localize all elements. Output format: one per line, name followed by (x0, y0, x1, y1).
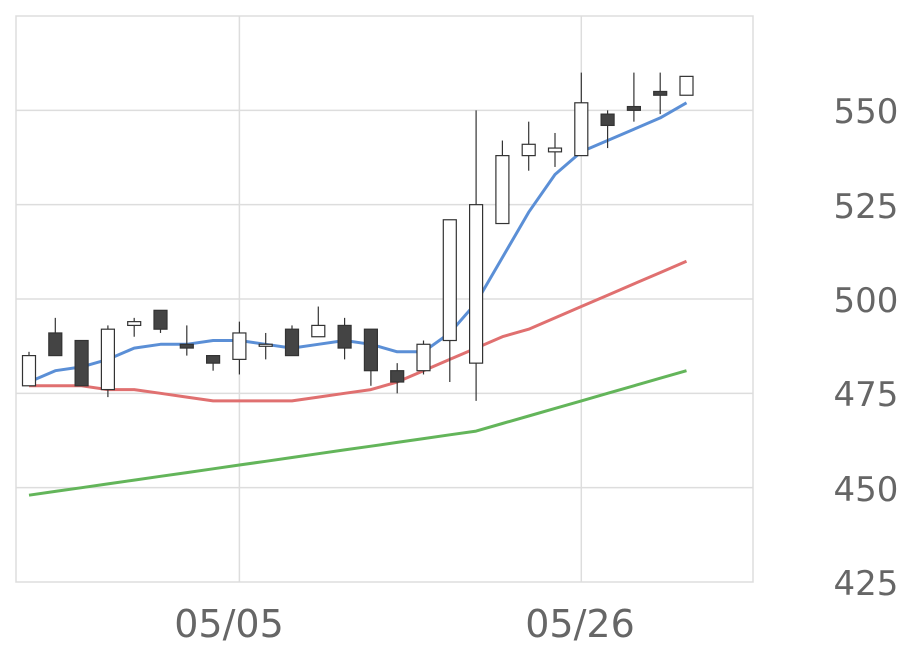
candlestick (547, 132, 563, 167)
candle-body-up (232, 332, 247, 360)
candle-body-down (206, 355, 221, 364)
candlestick (258, 332, 273, 360)
y-tick-label-425: 425 (834, 564, 899, 604)
mid-moving-average-line (29, 259, 688, 403)
y-tick-label-525: 525 (834, 187, 899, 227)
candle-body-down (600, 113, 615, 127)
candlestick (232, 321, 247, 375)
candlestick (679, 75, 694, 96)
candlestick (495, 140, 510, 225)
candlestick (179, 325, 194, 356)
candle-body-up (100, 328, 116, 391)
candle-body-up (21, 355, 37, 387)
candle-body-up (416, 343, 431, 372)
candlestick (442, 219, 457, 383)
candle-body-down (284, 328, 300, 357)
candlestick (284, 325, 300, 357)
candlestick (416, 340, 431, 375)
candle-body-down (626, 105, 642, 111)
candle-body-up (547, 147, 563, 153)
candle-body-up (311, 324, 326, 338)
candlestick (74, 339, 89, 387)
y-tick-label-475: 475 (834, 375, 899, 415)
y-tick-label-450: 450 (834, 470, 899, 510)
candle-body-down (153, 309, 168, 330)
candlestick (469, 110, 484, 401)
candlestick (127, 317, 142, 337)
candle-body-up (127, 321, 142, 327)
candlestick (521, 121, 536, 171)
candlestick (100, 325, 116, 398)
y-tick-label-550: 550 (834, 92, 899, 132)
candle-body-up (574, 102, 589, 157)
candlestick (21, 351, 37, 387)
candle-body-down (179, 343, 194, 349)
y-tick-label-500: 500 (834, 281, 899, 321)
candle-body-down (74, 339, 89, 387)
candlesticks (21, 72, 694, 401)
candle-body-up (258, 343, 273, 347)
candlestick (206, 355, 221, 371)
candle-body-up (679, 75, 694, 96)
candlestick (363, 328, 378, 386)
candle-body-up (469, 204, 484, 364)
candlestick (653, 72, 668, 115)
candlestick (311, 306, 326, 338)
candle-body-down (337, 324, 352, 349)
candle-body-down (48, 332, 63, 357)
candle-body-down (390, 370, 405, 383)
candle-body-up (521, 143, 536, 157)
candlestick (574, 72, 589, 157)
candle-body-down (363, 328, 378, 372)
candle-body-down (653, 90, 668, 96)
candlestick (390, 363, 405, 394)
x-tick-label-0526: 05/26 (525, 602, 635, 646)
candlestick (626, 72, 642, 122)
candlestick (600, 110, 615, 149)
candlestick (337, 317, 352, 360)
candle-body-up (442, 219, 457, 342)
candle-body-up (495, 155, 510, 225)
x-tick-label-0505: 05/05 (174, 602, 284, 646)
candlestick (48, 317, 63, 357)
candlestick (153, 309, 168, 333)
long-moving-average-line (28, 369, 687, 497)
